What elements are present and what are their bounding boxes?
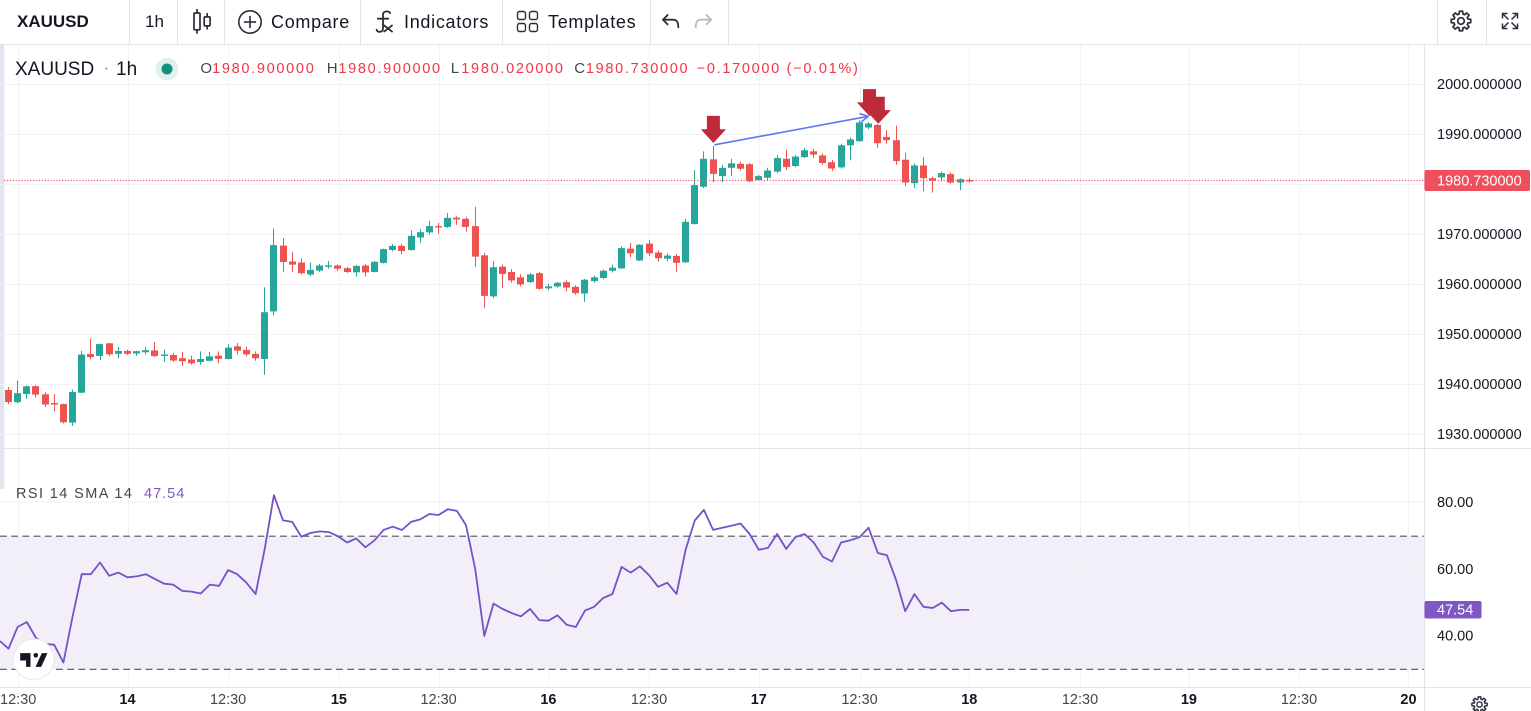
svg-text:12:30: 12:30 — [631, 692, 667, 708]
svg-text:1980.730000: 1980.730000 — [586, 61, 689, 77]
svg-text:−0.170000 (−0.01%): −0.170000 (−0.01%) — [697, 61, 860, 77]
svg-text:1980.020000: 1980.020000 — [461, 61, 564, 77]
svg-text:L: L — [451, 60, 459, 77]
svg-text:12:30: 12:30 — [1062, 692, 1098, 708]
svg-text:·: · — [104, 58, 110, 77]
svg-text:12:30: 12:30 — [0, 692, 36, 708]
svg-text:1940.000000: 1940.000000 — [1437, 377, 1522, 393]
svg-text:40.00: 40.00 — [1437, 629, 1473, 645]
svg-text:17: 17 — [751, 692, 767, 708]
svg-text:12:30: 12:30 — [1281, 692, 1317, 708]
svg-text:1h: 1h — [116, 59, 137, 80]
svg-text:1990.000000: 1990.000000 — [1437, 127, 1522, 143]
svg-text:1930.000000: 1930.000000 — [1437, 427, 1522, 443]
svg-text:O: O — [200, 60, 212, 77]
svg-text:1980.900000: 1980.900000 — [338, 61, 441, 77]
svg-text:15: 15 — [331, 692, 347, 708]
svg-text:1980.730000: 1980.730000 — [1437, 174, 1522, 190]
svg-text:1950.000000: 1950.000000 — [1437, 327, 1522, 343]
svg-text:H: H — [327, 60, 338, 77]
svg-text:80.00: 80.00 — [1437, 495, 1473, 511]
svg-text:47.54: 47.54 — [1437, 603, 1473, 619]
svg-text:14: 14 — [119, 692, 135, 708]
svg-text:19: 19 — [1181, 692, 1197, 708]
svg-text:2000.000000: 2000.000000 — [1437, 77, 1522, 93]
svg-text:12:30: 12:30 — [420, 692, 456, 708]
svg-text:RSI 14 SMA 14: RSI 14 SMA 14 — [16, 486, 133, 502]
svg-text:1960.000000: 1960.000000 — [1437, 277, 1522, 293]
svg-text:60.00: 60.00 — [1437, 562, 1473, 578]
svg-text:12:30: 12:30 — [210, 692, 246, 708]
svg-text:20: 20 — [1400, 692, 1416, 708]
svg-text:C: C — [574, 60, 585, 77]
svg-text:12:30: 12:30 — [841, 692, 877, 708]
svg-text:XAUUSD: XAUUSD — [15, 59, 94, 80]
svg-text:18: 18 — [961, 692, 977, 708]
svg-text:1980.900000: 1980.900000 — [212, 61, 315, 77]
svg-text:47.54: 47.54 — [144, 486, 185, 502]
svg-text:16: 16 — [540, 692, 556, 708]
svg-text:1970.000000: 1970.000000 — [1437, 227, 1522, 243]
